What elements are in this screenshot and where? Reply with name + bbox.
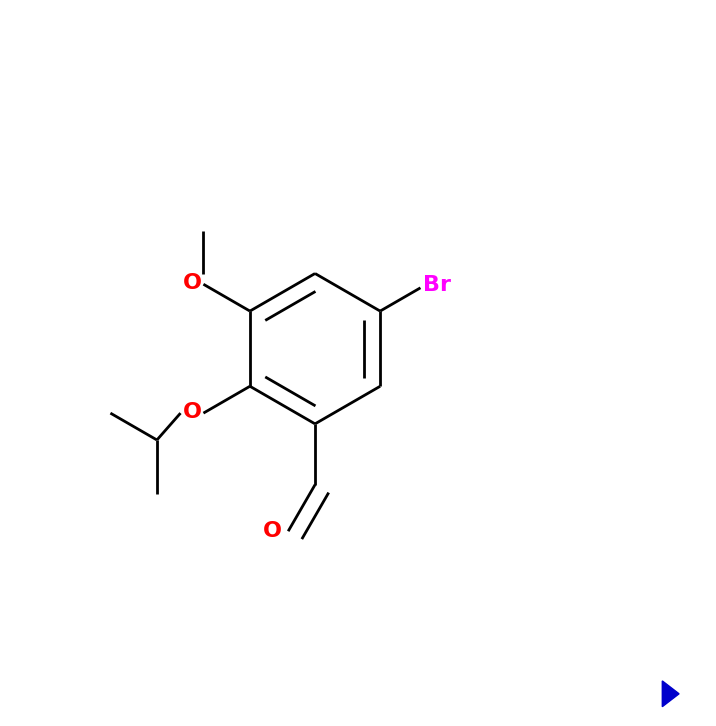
Polygon shape — [662, 681, 679, 706]
Text: Br: Br — [423, 275, 451, 295]
Text: O: O — [183, 401, 201, 422]
Text: O: O — [263, 521, 282, 541]
Text: O: O — [183, 273, 201, 293]
